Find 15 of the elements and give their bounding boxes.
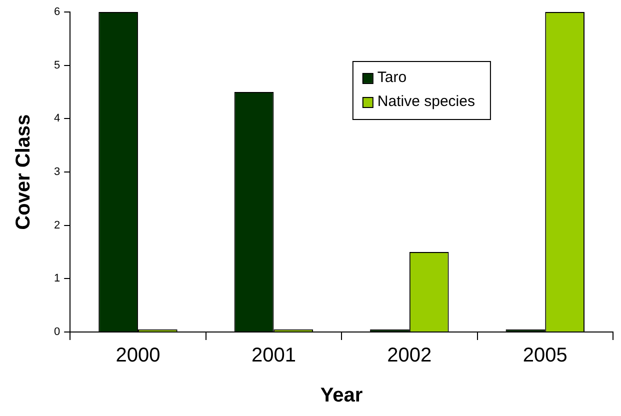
legend-label: Native species xyxy=(377,93,475,110)
legend-label: Taro xyxy=(377,69,407,86)
y-axis-title: Cover Class xyxy=(12,114,35,230)
x-axis-title: Year xyxy=(320,384,363,407)
y-tick-label: 3 xyxy=(54,166,60,178)
y-tick-label: 5 xyxy=(54,59,60,72)
x-tick-label: 2002 xyxy=(387,344,432,367)
y-tick-label: 4 xyxy=(54,112,60,125)
y-tick-label: 0 xyxy=(54,326,60,338)
x-tick-label: 2005 xyxy=(522,344,568,367)
y-tick-label: 6 xyxy=(54,6,60,18)
y-tick-label: 2 xyxy=(54,219,60,232)
y-tick-label: 1 xyxy=(54,272,60,285)
x-tick-label: 2000 xyxy=(116,344,160,367)
x-tick-label: 2001 xyxy=(251,344,296,367)
